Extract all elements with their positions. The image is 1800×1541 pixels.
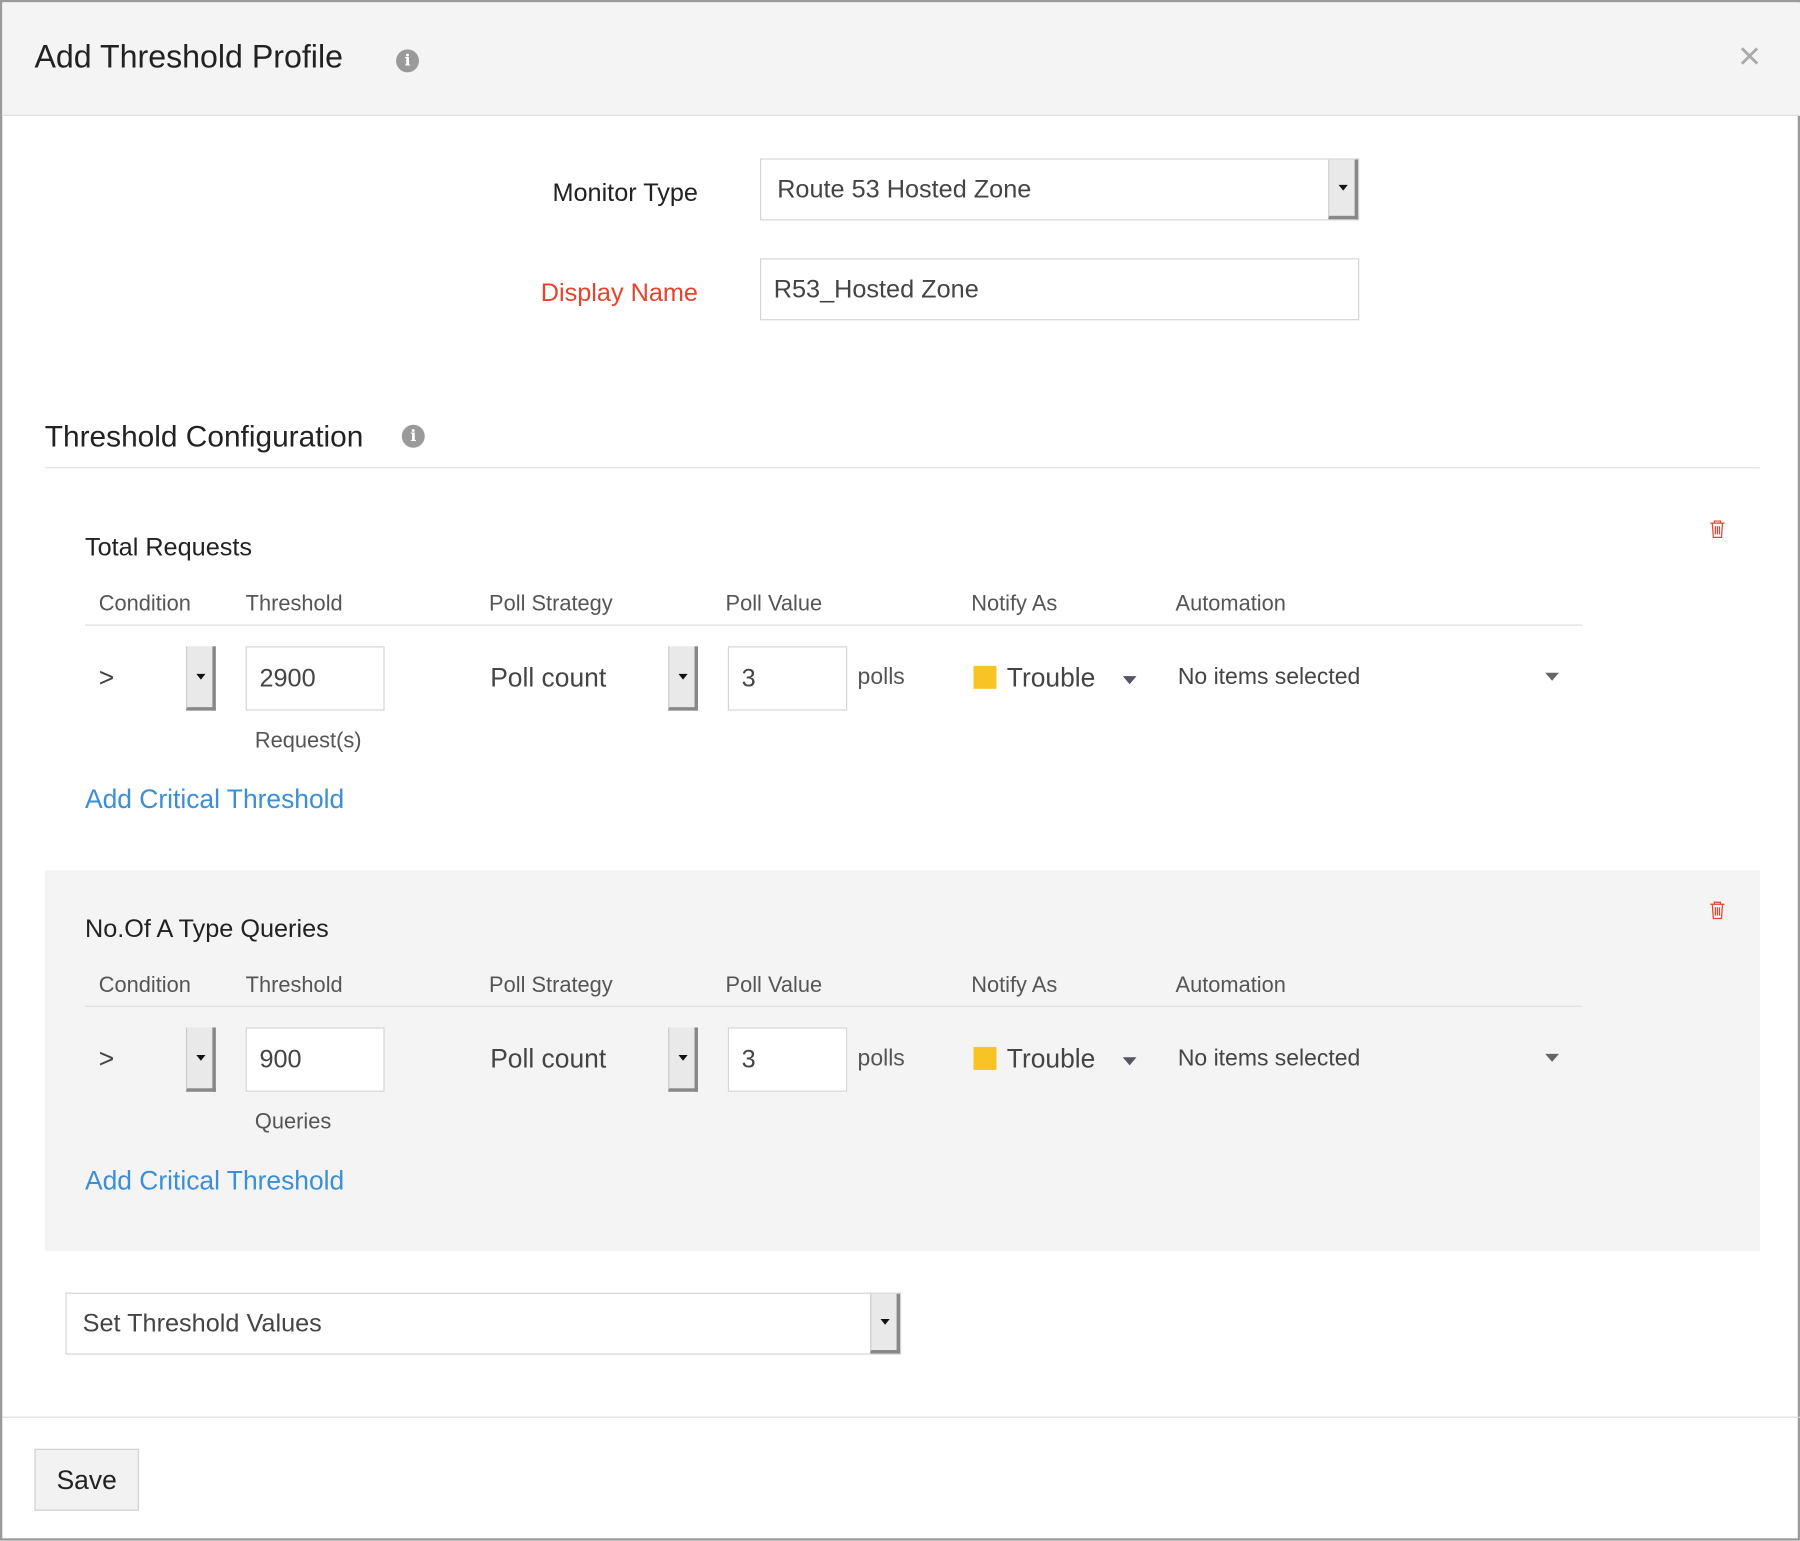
automation-select[interactable]: No items selected: [1177, 1045, 1361, 1072]
divider: [84, 624, 1582, 626]
set-threshold-values-select[interactable]: Set Threshold Values: [65, 1292, 902, 1355]
info-icon[interactable]: i: [401, 424, 425, 448]
column-header: Notify As: [971, 973, 1058, 998]
column-header: Poll Value: [725, 973, 823, 998]
threshold-input[interactable]: 2900: [245, 646, 385, 711]
monitor-type-select[interactable]: Route 53 Hosted Zone: [759, 158, 1360, 221]
column-header: Threshold: [245, 592, 343, 617]
threshold-input[interactable]: 900: [245, 1027, 385, 1092]
column-header: Poll Strategy: [489, 592, 613, 617]
poll-value-input[interactable]: 3: [727, 1027, 848, 1092]
set-threshold-values-label: Set Threshold Values: [82, 1308, 322, 1338]
poll-unit: polls: [857, 1045, 905, 1072]
poll-strategy-value[interactable]: Poll count: [490, 1043, 607, 1074]
section-title: Total Requests: [84, 532, 253, 562]
close-icon[interactable]: ×: [1738, 34, 1761, 79]
condition-dropdown-icon[interactable]: [185, 1027, 216, 1092]
monitor-type-label: Monitor Type: [552, 177, 698, 207]
dropdown-arrow-icon[interactable]: [870, 1293, 901, 1354]
dialog-title: Add Threshold Profile: [34, 39, 343, 75]
add-critical-threshold-link[interactable]: Add Critical Threshold: [84, 1165, 345, 1196]
dialog-header: [2, 2, 1800, 116]
poll-value-input[interactable]: 3: [727, 646, 848, 711]
divider: [44, 467, 1760, 469]
trouble-status-icon: [973, 665, 997, 689]
save-button[interactable]: Save: [34, 1448, 139, 1511]
column-header: Automation: [1175, 973, 1286, 998]
notify-as-caret-icon[interactable]: [1122, 1057, 1137, 1066]
column-header: Poll Strategy: [489, 973, 613, 998]
threshold-unit: Queries: [254, 1110, 332, 1135]
poll-strategy-value[interactable]: Poll count: [490, 662, 607, 693]
automation-select[interactable]: No items selected: [1177, 664, 1361, 690]
poll-strategy-dropdown-icon[interactable]: [668, 646, 698, 711]
poll-unit: polls: [857, 664, 905, 690]
dropdown-arrow-icon[interactable]: [1328, 159, 1359, 220]
trash-icon[interactable]: [1708, 520, 1726, 539]
threshold-unit: Request(s): [254, 728, 362, 754]
condition-dropdown-icon[interactable]: [185, 646, 216, 711]
threshold-configuration-title: Threshold Configuration: [44, 419, 364, 454]
section-title: No.Of A Type Queries: [84, 913, 329, 943]
column-header: Automation: [1175, 592, 1286, 617]
display-name-label: Display Name: [540, 277, 698, 307]
info-icon[interactable]: i: [396, 49, 420, 73]
notify-as-value[interactable]: Trouble: [1006, 1043, 1096, 1074]
divider: [84, 1005, 1582, 1007]
condition-value: >: [98, 1043, 115, 1074]
trouble-status-icon: [973, 1046, 997, 1070]
trash-icon[interactable]: [1708, 901, 1726, 920]
column-header: Condition: [98, 592, 191, 617]
condition-value: >: [98, 662, 115, 693]
automation-caret-icon[interactable]: [1545, 1053, 1559, 1062]
column-header: Poll Value: [725, 592, 823, 617]
notify-as-caret-icon[interactable]: [1122, 676, 1137, 685]
poll-strategy-dropdown-icon[interactable]: [668, 1027, 698, 1092]
column-header: Threshold: [245, 973, 343, 998]
display-name-input[interactable]: R53_Hosted Zone: [759, 258, 1360, 321]
notify-as-value[interactable]: Trouble: [1006, 662, 1096, 693]
add-critical-threshold-link[interactable]: Add Critical Threshold: [84, 784, 345, 814]
automation-caret-icon[interactable]: [1545, 672, 1559, 681]
column-header: Condition: [98, 973, 191, 998]
column-header: Notify As: [971, 592, 1058, 617]
monitor-type-value: Route 53 Hosted Zone: [777, 174, 1032, 204]
footer-divider: [2, 1416, 1800, 1418]
